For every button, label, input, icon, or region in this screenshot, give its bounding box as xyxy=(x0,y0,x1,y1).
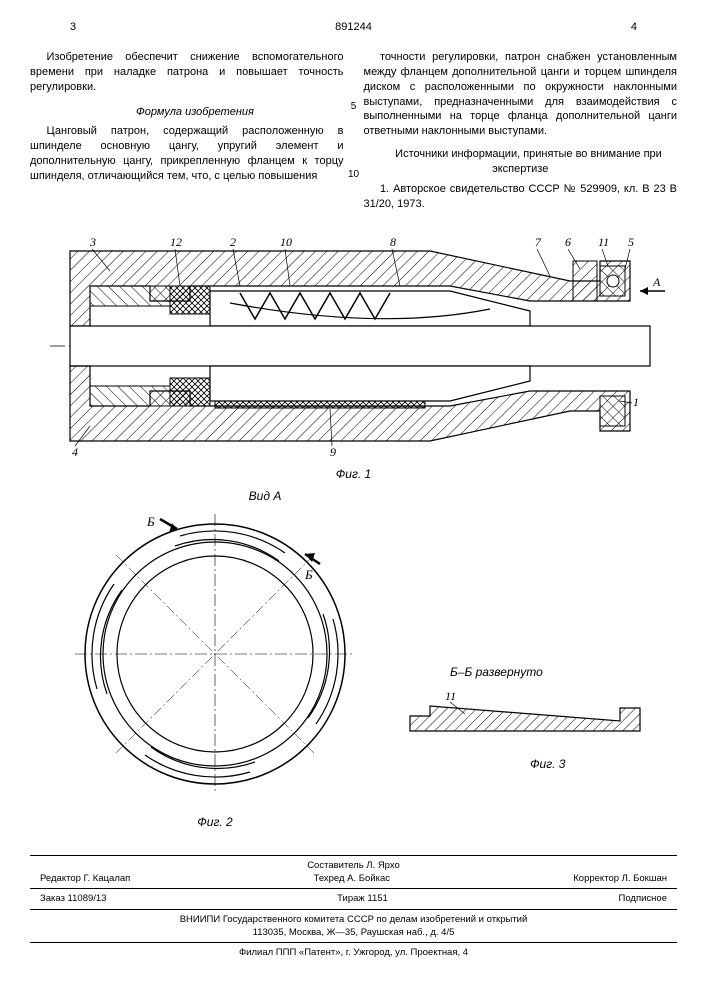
figures-area: 3 12 2 10 8 7 6 11 5 4 9 1 А Фиг. 1 Вид … xyxy=(30,231,677,834)
addr-line: 113035, Москва, Ж—35, Раушская наб., д. … xyxy=(30,926,677,939)
page-number-left: 3 xyxy=(70,20,76,35)
fig1-label: Фиг. 1 xyxy=(30,466,677,482)
signed: Подписное xyxy=(619,892,667,905)
right-p1: точности регулировки, патрон снабжен уст… xyxy=(364,50,678,139)
left-p1: Изобретение обеспечит снижение вспомогат… xyxy=(30,50,344,95)
org-line: ВНИИПИ Государственного комитета СССР по… xyxy=(30,913,677,926)
view-a-label: Вид А xyxy=(110,488,420,504)
editor: Редактор Г. Кацалап xyxy=(40,872,130,885)
right-column: точности регулировки, патрон снабжен уст… xyxy=(364,50,678,216)
section-bb-label: Б–Б развернуто xyxy=(450,664,677,680)
left-column: Изобретение обеспечит снижение вспомогат… xyxy=(30,50,344,216)
figure-1: 3 12 2 10 8 7 6 11 5 4 9 1 А xyxy=(30,231,677,461)
figure-2: Б Б Фиг. 2 xyxy=(60,514,370,835)
svg-text:10: 10 xyxy=(280,235,292,249)
corrector: Корректор Л. Бокшан xyxy=(573,872,667,885)
figure-3: Б–Б развернуто 11 Фиг. 3 xyxy=(390,664,677,777)
right-p2: 1. Авторское свидетельство СССР № 529909… xyxy=(364,182,678,212)
formula-title: Формула изобретения xyxy=(30,105,344,120)
svg-text:6: 6 xyxy=(565,235,571,249)
document-number: 891244 xyxy=(335,20,372,35)
svg-text:11: 11 xyxy=(598,235,609,249)
line-marker-5: 5 xyxy=(351,100,357,114)
credits-block: Составитель Л. Ярхо Редактор Г. Кацалап … xyxy=(30,855,677,960)
svg-text:8: 8 xyxy=(390,235,396,249)
sources-title: Источники информации, принятые во вниман… xyxy=(364,147,678,177)
tech-editor: Техред А. Бойкас xyxy=(314,872,390,885)
svg-text:А: А xyxy=(652,275,661,289)
text-columns: Изобретение обеспечит снижение вспомогат… xyxy=(30,50,677,216)
page-number-right: 4 xyxy=(631,20,637,35)
svg-text:Б: Б xyxy=(304,567,313,582)
svg-text:Б: Б xyxy=(146,514,155,529)
branch-line: Филиал ППП «Патент», г. Ужгород, ул. Про… xyxy=(30,946,677,959)
fig2-label: Фиг. 2 xyxy=(60,814,370,830)
svg-text:3: 3 xyxy=(89,235,96,249)
line-marker-10: 10 xyxy=(348,168,359,182)
order-number: Заказ 11089/13 xyxy=(40,892,106,905)
svg-text:12: 12 xyxy=(170,235,182,249)
fig3-label: Фиг. 3 xyxy=(530,756,677,772)
svg-text:11: 11 xyxy=(445,689,456,703)
tirage: Тираж 1151 xyxy=(337,892,388,905)
svg-text:5: 5 xyxy=(628,235,634,249)
svg-text:2: 2 xyxy=(230,235,236,249)
left-p2: Цанговый патрон, содержащий расположенну… xyxy=(30,124,344,183)
compiler: Составитель Л. Ярхо xyxy=(30,859,677,872)
svg-text:9: 9 xyxy=(330,445,336,459)
svg-text:1: 1 xyxy=(633,395,639,409)
svg-text:4: 4 xyxy=(72,445,78,459)
svg-text:7: 7 xyxy=(535,235,542,249)
